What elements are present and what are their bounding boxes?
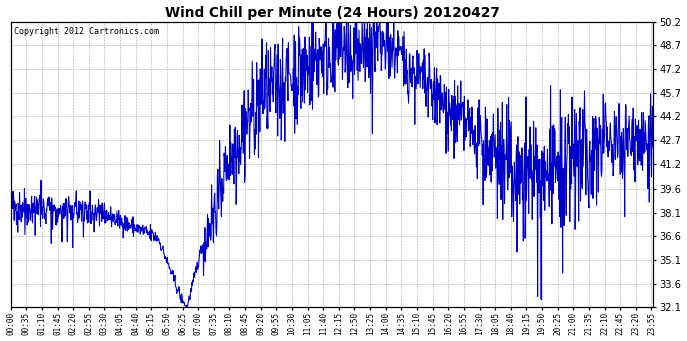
Title: Wind Chill per Minute (24 Hours) 20120427: Wind Chill per Minute (24 Hours) 2012042… [164, 6, 499, 20]
Text: Copyright 2012 Cartronics.com: Copyright 2012 Cartronics.com [14, 27, 159, 36]
